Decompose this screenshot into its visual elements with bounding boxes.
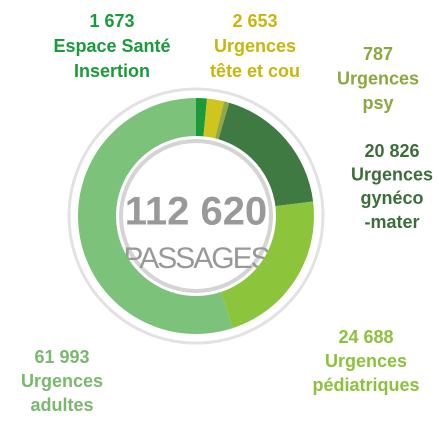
category-label: Urgences [351,164,433,184]
category-label: psy [362,93,393,113]
center-value: 112 620 [125,190,267,234]
slice [196,98,207,137]
category-label: tête et cou [210,61,300,81]
slice [218,102,314,207]
value-label: 20 826 [364,141,419,161]
slice [215,101,230,140]
slice [77,98,233,334]
value-label: 787 [363,44,393,64]
inner-ring [119,139,273,293]
value-label: 2 653 [232,11,277,31]
slice [203,98,225,139]
category-label: pédiatriques [312,375,419,395]
category-label: Espace Santé [53,36,170,56]
category-label: gynéco [360,188,423,208]
category-label: Urgences [325,351,407,371]
value-label: 1 673 [89,11,134,31]
category-label: Urgences [21,371,103,391]
category-label: Urgences [337,68,419,88]
value-label: 61 993 [34,347,89,367]
center-caption: PASSAGES [123,242,269,275]
outer-ring [67,87,325,345]
slice [220,201,314,329]
category-label: Urgences [214,36,296,56]
category-label: -mater [364,212,419,232]
category-label: adultes [30,395,93,415]
value-label: 24 688 [338,327,393,347]
category-label: Insertion [74,61,150,81]
